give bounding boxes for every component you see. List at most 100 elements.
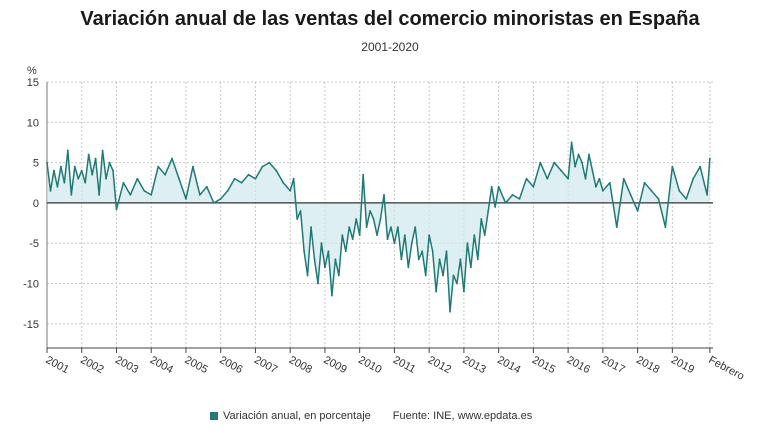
data-point <box>46 161 48 164</box>
data-point <box>80 169 83 172</box>
data-point <box>456 282 458 285</box>
data-point <box>247 173 250 176</box>
data-point <box>275 169 278 172</box>
data-point <box>438 258 441 261</box>
data-point <box>417 258 420 261</box>
x-tick-label: 2011 <box>391 354 418 376</box>
data-point <box>588 153 590 156</box>
y-tick-label: -15 <box>23 319 39 331</box>
legend-swatch <box>210 412 218 420</box>
data-point <box>171 157 173 160</box>
data-point <box>73 165 76 168</box>
data-point <box>400 258 403 261</box>
data-point <box>122 181 125 184</box>
data-point <box>685 197 688 200</box>
data-point <box>598 177 601 180</box>
data-point <box>299 210 302 212</box>
data-point <box>348 226 351 228</box>
data-point <box>584 177 587 180</box>
chart-title: Variación anual de las ventas del comerc… <box>80 8 700 30</box>
data-point <box>442 274 444 277</box>
data-point <box>570 141 573 144</box>
data-point <box>591 169 594 172</box>
data-point <box>115 208 118 211</box>
data-point <box>330 294 333 297</box>
data-point <box>178 177 180 180</box>
data-point <box>341 234 344 237</box>
data-point <box>435 290 438 293</box>
data-point <box>581 161 583 164</box>
data-point <box>379 218 382 220</box>
data-point <box>511 193 514 196</box>
data-point <box>678 189 681 192</box>
data-point <box>699 165 702 168</box>
data-point <box>268 161 271 164</box>
data-point <box>403 234 406 237</box>
data-point <box>101 149 104 152</box>
x-tick-label: 2018 <box>634 354 661 376</box>
x-tick-label: 2007 <box>252 354 279 376</box>
data-point <box>393 242 396 245</box>
legend-label: Variación anual, en porcentaje <box>223 410 371 422</box>
data-point <box>376 234 378 237</box>
data-point <box>362 173 365 176</box>
data-point <box>708 157 711 160</box>
data-point <box>487 210 490 212</box>
data-point <box>431 250 434 253</box>
data-point <box>428 234 431 237</box>
data-point <box>664 226 667 228</box>
data-point <box>164 173 167 176</box>
data-point <box>518 197 521 200</box>
data-point <box>473 234 476 237</box>
data-point <box>198 193 201 196</box>
data-point <box>105 177 107 180</box>
data-point <box>66 149 69 152</box>
data-point <box>205 185 208 188</box>
data-point <box>157 165 160 168</box>
data-point <box>595 185 597 188</box>
data-point <box>622 177 625 180</box>
y-tick-label: 10 <box>27 117 39 129</box>
data-point <box>449 310 451 313</box>
data-point <box>574 165 576 168</box>
x-tick-label: 2002 <box>78 354 105 376</box>
data-point <box>414 226 417 228</box>
data-point <box>577 153 580 156</box>
x-tick-label: 2012 <box>426 354 453 376</box>
data-point <box>560 169 563 172</box>
data-point <box>56 185 59 188</box>
data-point <box>296 218 299 220</box>
series-line <box>46 141 711 313</box>
data-point <box>136 177 139 180</box>
data-point <box>70 193 73 196</box>
x-tick-label: 2006 <box>217 354 244 376</box>
data-point <box>407 266 410 269</box>
data-point <box>657 197 660 200</box>
data-point <box>601 189 604 192</box>
data-point <box>261 165 264 168</box>
data-point <box>369 210 371 212</box>
data-point <box>59 165 62 168</box>
data-point <box>629 193 632 196</box>
y-tick-label: -10 <box>23 279 39 291</box>
data-point <box>53 169 55 172</box>
data-point <box>383 193 385 196</box>
x-tick-label: 2004 <box>148 354 175 376</box>
data-point <box>483 234 486 237</box>
x-tick-label: 2009 <box>322 354 349 376</box>
data-point <box>344 250 347 253</box>
data-point <box>532 185 535 188</box>
data-point <box>313 258 316 261</box>
data-point <box>254 177 257 180</box>
data-point <box>372 218 375 220</box>
data-point <box>636 210 639 212</box>
x-tick-label: 2013 <box>460 354 487 376</box>
data-point <box>643 181 646 184</box>
data-point <box>310 226 312 228</box>
data-point <box>233 177 236 180</box>
x-tick-label: 2005 <box>183 354 210 376</box>
data-point <box>91 173 94 176</box>
x-tick-label: 2019 <box>669 354 696 376</box>
data-point <box>365 226 368 228</box>
data-point <box>143 189 146 192</box>
